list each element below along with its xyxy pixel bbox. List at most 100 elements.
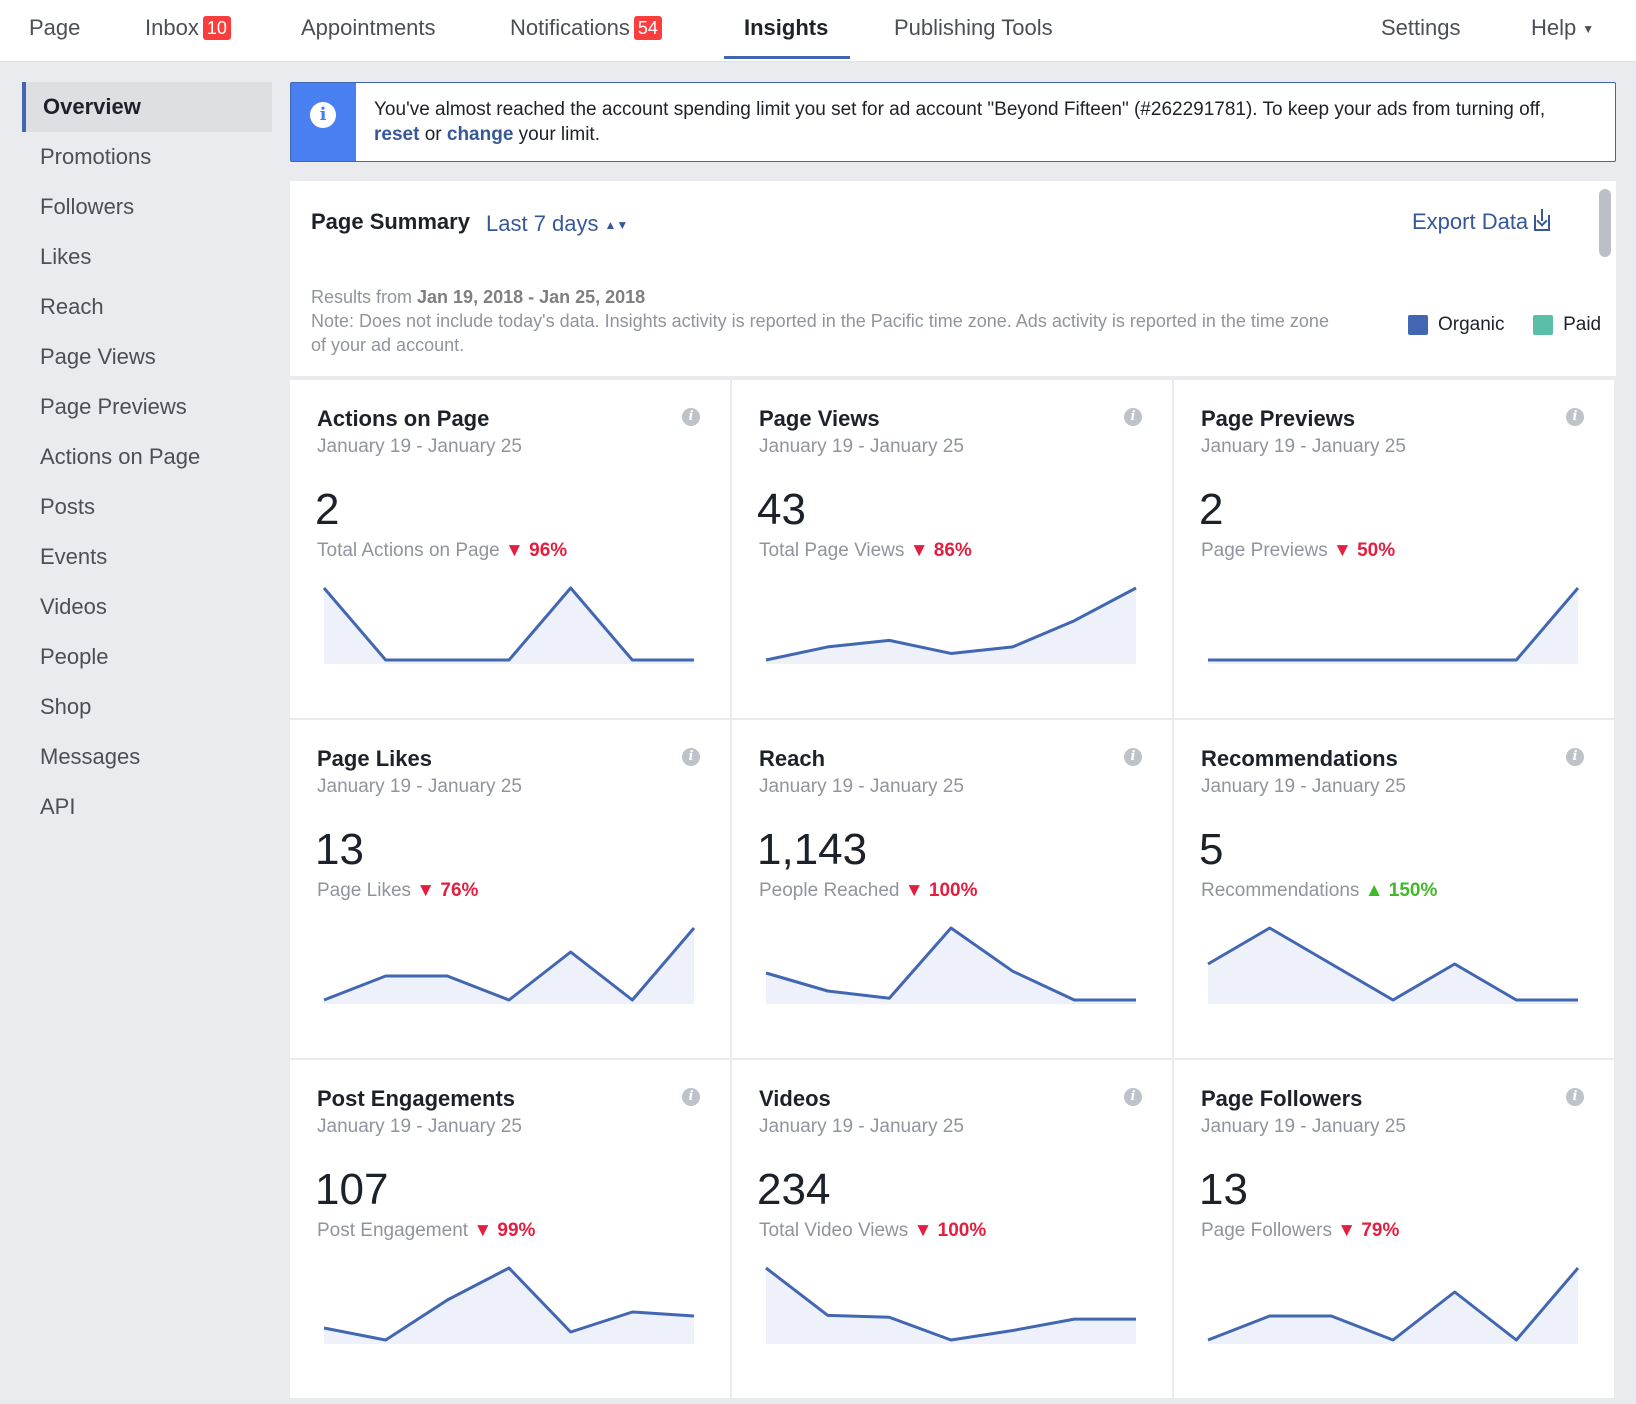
sparkline-chart	[765, 926, 1136, 1004]
nav-publishing-tools[interactable]: Publishing Tools	[894, 15, 1053, 40]
sparkline-line	[1207, 1267, 1579, 1342]
sparkline-line	[765, 1266, 1136, 1342]
sidebar-item-followers[interactable]: Followers	[40, 194, 135, 219]
sidebar-item-page-views[interactable]: Page Views	[40, 344, 156, 369]
card-date-range: January 19 - January 25	[317, 1116, 522, 1137]
arrow-up-icon: ▲	[1364, 880, 1384, 901]
change-link[interactable]: change	[446, 124, 514, 145]
export-data-button[interactable]: Export Data	[1412, 209, 1551, 235]
alert-icon-box: i	[291, 83, 356, 161]
card-subtitle: Total Video Views ▼ 100%	[759, 1220, 986, 1242]
card-label: Total Actions on Page	[317, 540, 500, 561]
sidebar-item-promotions[interactable]: Promotions	[40, 144, 152, 169]
card-value: 2	[315, 485, 340, 534]
card-title: Actions on Page	[317, 406, 490, 431]
nav-notifications[interactable]: Notifications 54	[510, 0, 662, 60]
sparkline-chart	[1207, 1267, 1579, 1344]
card-title: Post Engagements	[317, 1086, 516, 1111]
metric-card[interactable]: Page Views i January 19 - January 25 43 Tota…	[732, 380, 1172, 718]
sidebar-item-videos[interactable]: Videos	[40, 594, 107, 619]
metric-card[interactable]: Videos i January 19 - January 25 234 Total V…	[732, 1060, 1172, 1398]
metric-card[interactable]: Page Likes i January 19 - January 25 13 Page…	[290, 720, 730, 1058]
info-icon[interactable]: i	[1566, 748, 1584, 766]
sidebar-item-messages[interactable]: Messages	[40, 744, 141, 769]
legend: Organic Paid	[1408, 314, 1601, 336]
card-subtitle: People Reached ▼ 100%	[759, 880, 977, 902]
sparkline-area	[766, 1268, 1136, 1344]
sparkline-chart	[1207, 926, 1578, 1004]
scrollbar[interactable]	[1594, 181, 1616, 261]
nav-settings[interactable]: Settings	[1381, 15, 1461, 40]
nav-appointments[interactable]: Appointments	[301, 15, 436, 40]
card-value: 2	[1199, 485, 1224, 534]
change-indicator: ▼ 76%	[416, 880, 478, 901]
sidebar-item-posts[interactable]: Posts	[40, 494, 96, 519]
nav-page[interactable]: Page	[29, 15, 81, 40]
change-indicator: ▼ 100%	[905, 880, 978, 901]
top-nav: Page Inbox 10 Appointments Notifications 5…	[0, 0, 1636, 62]
card-title: Videos	[759, 1086, 831, 1111]
metric-card[interactable]: Page Previews i January 19 - January 25 2 Pa…	[1174, 380, 1614, 718]
sidebar-item-likes[interactable]: Likes	[40, 244, 92, 269]
metric-card[interactable]: Actions on Page i January 19 - January 25 2…	[290, 380, 730, 718]
card-subtitle: Page Previews ▼ 50%	[1201, 540, 1395, 562]
metric-card[interactable]: Recommendations i January 19 - January 25 5…	[1174, 720, 1614, 1058]
info-icon[interactable]: i	[1124, 1088, 1142, 1106]
change-indicator: ▼ 50%	[1333, 540, 1395, 561]
reset-link[interactable]: reset	[374, 124, 420, 145]
sidebar-item-actions-on-page[interactable]: Actions on Page	[40, 444, 201, 469]
results-note: Note: Does not include today's data. Ins…	[311, 311, 1329, 355]
change-percent: 76%	[440, 880, 479, 901]
info-icon[interactable]: i	[682, 748, 700, 766]
sidebar-item-reach[interactable]: Reach	[40, 294, 104, 319]
info-icon[interactable]: i	[1566, 408, 1584, 426]
info-icon[interactable]: i	[682, 1088, 700, 1106]
sidebar-item-events[interactable]: Events	[40, 544, 108, 569]
arrow-down-icon: ▼	[473, 1220, 493, 1241]
info-icon[interactable]: i	[682, 408, 700, 426]
sidebar-item-overview[interactable]: Overview	[22, 82, 272, 132]
card-label: Total Video Views	[759, 1220, 909, 1241]
metric-card[interactable]: Page Followers i January 19 - January 25 13…	[1174, 1060, 1614, 1398]
metric-card[interactable]: Post Engagements i January 19 - January 25…	[290, 1060, 730, 1398]
card-title: Page Previews	[1201, 406, 1356, 431]
notifications-count-badge: 54	[633, 16, 662, 41]
sort-arrows-icon: ▲▼	[604, 218, 629, 233]
change-percent: 99%	[497, 1220, 536, 1241]
sidebar-item-people[interactable]: People	[40, 644, 109, 669]
arrow-down-icon: ▼	[1333, 540, 1352, 561]
nav-help[interactable]: Help ▼	[1531, 0, 1594, 60]
card-date-range: January 19 - January 25	[317, 776, 522, 797]
page-summary-title: Page Summary	[311, 209, 470, 234]
nav-inbox[interactable]: Inbox 10	[145, 0, 231, 60]
paid-swatch	[1533, 314, 1554, 335]
scrollbar-thumb[interactable]	[1599, 189, 1611, 257]
sparkline-area	[324, 1268, 694, 1344]
card-subtitle: Page Likes ▼ 76%	[317, 880, 478, 902]
metric-card[interactable]: Reach i January 19 - January 25 1,143 People…	[732, 720, 1172, 1058]
caret-down-icon: ▼	[1582, 22, 1595, 37]
nav-insights[interactable]: Insights	[744, 15, 829, 40]
info-icon[interactable]: i	[1124, 748, 1142, 766]
card-label: Total Page Views	[759, 540, 905, 561]
alert-text-or: or	[419, 124, 447, 145]
sparkline-line	[323, 1266, 695, 1342]
results-dates: Jan 19, 2018 - Jan 25, 2018	[417, 287, 646, 307]
info-icon[interactable]: i	[1124, 408, 1142, 426]
sidebar-item-api[interactable]: API	[40, 794, 76, 819]
card-value: 234	[757, 1165, 831, 1214]
change-indicator: ▼ 99%	[473, 1220, 535, 1241]
card-subtitle: Total Page Views ▼ 86%	[759, 540, 972, 562]
inbox-count-badge: 10	[202, 16, 231, 41]
card-title: Page Followers	[1201, 1086, 1363, 1111]
card-subtitle: Post Engagement ▼ 99%	[317, 1220, 535, 1242]
sparkline-chart	[765, 1266, 1136, 1344]
sidebar-item-shop[interactable]: Shop	[40, 694, 92, 719]
card-subtitle: Page Followers ▼ 79%	[1201, 1220, 1399, 1242]
sidebar-item-page-previews[interactable]: Page Previews	[40, 394, 187, 419]
legend-paid: Paid	[1563, 314, 1602, 335]
info-icon: i	[310, 102, 336, 128]
info-icon[interactable]: i	[1566, 1088, 1584, 1106]
date-range-selector[interactable]: Last 7 days ▲▼	[486, 211, 628, 237]
card-value: 5	[1199, 825, 1224, 874]
